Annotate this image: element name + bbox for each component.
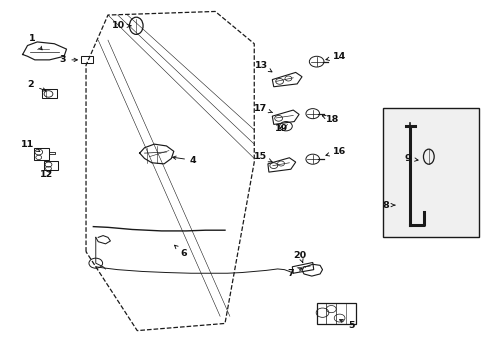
Text: 3: 3 <box>60 55 77 64</box>
Text: 16: 16 <box>325 147 346 156</box>
Text: 1: 1 <box>29 34 42 50</box>
Text: 2: 2 <box>27 81 46 91</box>
Text: 5: 5 <box>339 320 354 330</box>
Text: 8: 8 <box>382 201 394 210</box>
Text: 10: 10 <box>112 21 131 30</box>
Text: 9: 9 <box>404 154 417 163</box>
Text: 15: 15 <box>253 152 272 162</box>
Text: 19: 19 <box>274 123 287 132</box>
Text: 14: 14 <box>325 52 346 61</box>
Text: 6: 6 <box>174 245 186 258</box>
Text: 13: 13 <box>254 61 271 72</box>
Text: 4: 4 <box>172 156 196 165</box>
Text: 12: 12 <box>41 170 54 179</box>
Text: 11: 11 <box>21 140 40 152</box>
Text: 18: 18 <box>322 115 338 124</box>
Bar <box>383 108 478 237</box>
Text: 17: 17 <box>253 104 272 113</box>
Text: 20: 20 <box>293 251 306 263</box>
Text: 7: 7 <box>287 268 302 278</box>
